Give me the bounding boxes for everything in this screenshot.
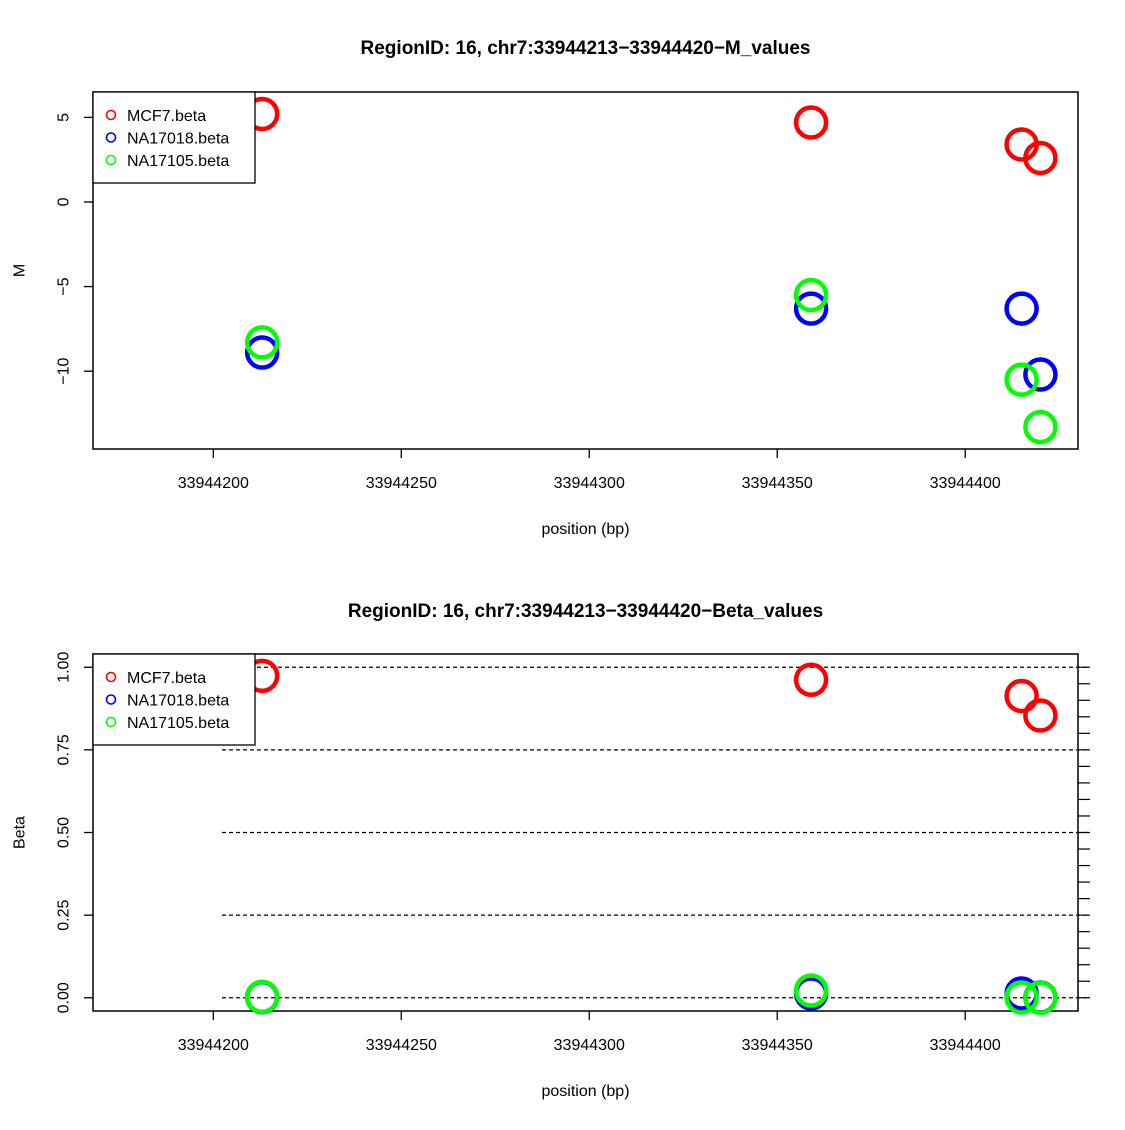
x-tick-label: 33944250 — [366, 1037, 437, 1054]
data-point-mcf7-beta — [793, 105, 829, 140]
data-point-na17105-beta — [793, 973, 829, 1008]
legend-label: NA17018.beta — [127, 131, 229, 148]
data-point-na17105-beta — [244, 325, 280, 360]
y-tick-label: 0.00 — [56, 982, 73, 1013]
x-axis-label: position (bp) — [541, 521, 629, 538]
legend-box — [92, 653, 256, 746]
x-tick-label: 33944350 — [742, 475, 813, 492]
x-tick-label: 33944400 — [930, 475, 1001, 492]
data-point-na17105-beta — [244, 979, 280, 1015]
x-tick-label: 33944300 — [554, 1037, 625, 1054]
data-point-na17018-beta — [1023, 357, 1058, 392]
x-axis-label: position (bp) — [541, 1083, 629, 1100]
legend-marker — [105, 154, 117, 166]
panel-2: RegionID: 16, chr7:33944213−33944420−Bet… — [12, 601, 1090, 1100]
y-axis-label: Beta — [12, 816, 29, 849]
legend-label: NA17018.beta — [127, 693, 229, 710]
x-tick-label: 33944300 — [554, 475, 625, 492]
legend-box — [92, 91, 256, 184]
legend: MCF7.beta NA17018.beta NA17105.beta — [92, 91, 256, 184]
y-tick-label: 1.00 — [56, 652, 73, 683]
data-point-na17105-beta — [1004, 362, 1039, 397]
legend-marker — [105, 109, 117, 121]
x-tick-label: 33944200 — [178, 1037, 249, 1054]
legend-marker — [105, 716, 117, 728]
legend-marker — [105, 694, 117, 705]
legend-label: MCF7.beta — [127, 108, 206, 125]
x-tick-label: 33944200 — [178, 475, 249, 492]
legend-label: NA17105.beta — [127, 715, 229, 732]
data-point-na17105-beta — [1023, 980, 1058, 1015]
data-point-na17105-beta — [1023, 409, 1058, 445]
legend-marker — [105, 671, 117, 683]
data-point-na17018-beta — [244, 335, 280, 370]
data-point-na17018-beta — [793, 291, 829, 326]
chart-title: RegionID: 16, chr7:33944213−33944420−Bet… — [348, 601, 823, 622]
data-point-mcf7-beta — [1023, 140, 1058, 176]
y-tick-label: 5 — [56, 113, 73, 122]
data-point-mcf7-beta — [793, 662, 829, 698]
legend: MCF7.beta NA17018.beta NA17105.beta — [92, 653, 256, 746]
plot-frame — [92, 91, 1079, 450]
data-point-mcf7-beta — [1023, 698, 1058, 733]
legend-marker — [105, 132, 117, 143]
chart-title: RegionID: 16, chr7:33944213−33944420−M_v… — [361, 38, 811, 59]
y-tick-label: −10 — [56, 357, 73, 384]
x-tick-label: 33944250 — [366, 475, 437, 492]
panel-1: RegionID: 16, chr7:33944213−33944420−M_v… — [12, 38, 1079, 538]
data-point-na17105-beta — [1004, 980, 1039, 1015]
y-tick-label: 0.25 — [56, 899, 73, 930]
x-tick-label: 33944400 — [930, 1037, 1001, 1054]
y-tick-label: 0.50 — [56, 817, 73, 848]
y-tick-label: 0 — [56, 197, 73, 206]
y-tick-label: 0.75 — [56, 734, 73, 765]
legend-label: NA17105.beta — [127, 153, 229, 170]
data-point-na17018-beta — [1004, 291, 1039, 326]
x-tick-label: 33944350 — [742, 1037, 813, 1054]
data-point-na17105-beta — [793, 277, 829, 313]
y-axis-label: M — [12, 264, 29, 277]
data-point-mcf7-beta — [1004, 678, 1039, 714]
y-tick-label: −5 — [56, 277, 73, 295]
legend-label: MCF7.beta — [127, 670, 206, 687]
